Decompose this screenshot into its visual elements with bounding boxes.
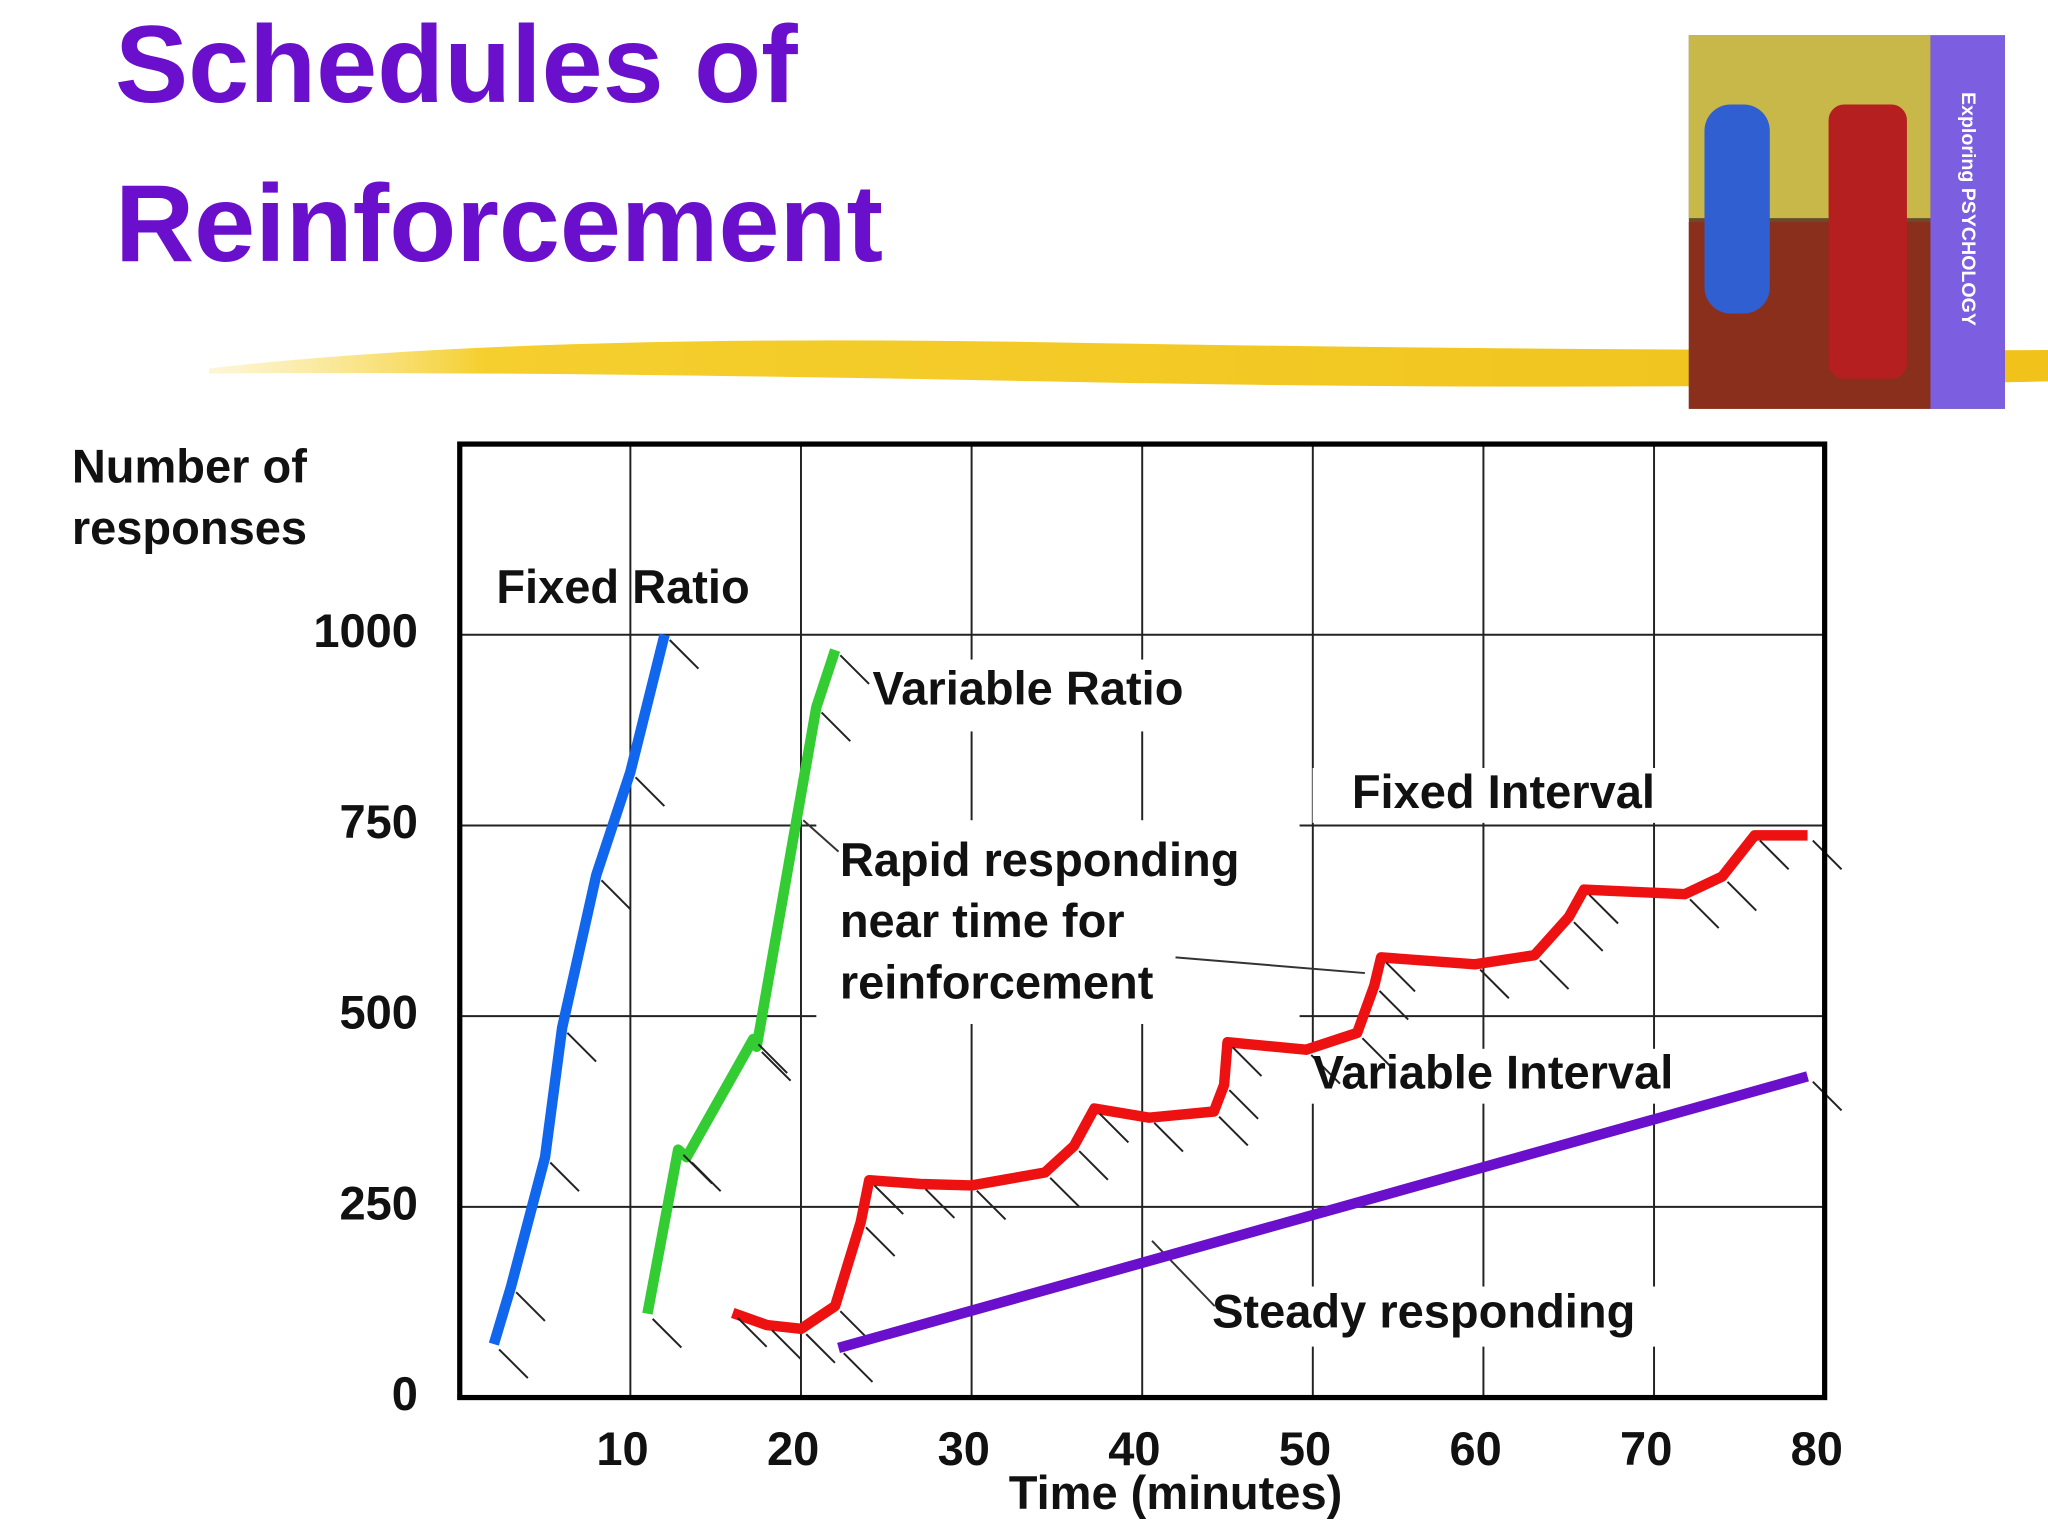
series-label: Fixed Ratio <box>496 560 749 613</box>
reinforcement-tick <box>1310 1054 1341 1085</box>
reinforcement-tick <box>1228 1089 1259 1120</box>
series-line <box>642 648 841 1315</box>
y-tick-label: 500 <box>340 986 418 1039</box>
reinforcement-tick <box>873 1184 904 1215</box>
reinforcement-tick <box>549 1161 580 1192</box>
reinforcement-tick <box>669 639 700 670</box>
series-line <box>730 830 1808 1335</box>
reinforcement-tick <box>737 1317 768 1348</box>
x-tick-label: 20 <box>767 1422 819 1475</box>
reinforcement-tick <box>1759 839 1790 871</box>
reinforcement-tick <box>1539 959 1570 990</box>
x-tick-label: 60 <box>1449 1422 1501 1475</box>
reinforcement-tick <box>865 1226 896 1257</box>
brush-stroke <box>208 340 2048 387</box>
x-tick-label: 50 <box>1279 1422 1331 1475</box>
label-backdrop <box>1312 768 1705 823</box>
cover-spine <box>1930 35 2005 409</box>
reinforcement-tick <box>1573 921 1604 952</box>
reinforcement-tick <box>839 654 870 685</box>
cover-text: Exploring PSYCHOLOGY <box>1957 92 1979 326</box>
leader-line <box>1175 956 1365 975</box>
reinforcement-tick <box>761 1051 792 1082</box>
title-line: Schedules of <box>115 4 798 126</box>
reinforcement-tick <box>515 1291 546 1322</box>
series-line <box>837 1071 1809 1353</box>
label-backdrop <box>1201 1286 1685 1347</box>
series-line <box>488 633 670 1346</box>
x-axis-label: Time (minutes) <box>1009 1466 1343 1519</box>
reinforcement-tick <box>1232 1046 1263 1077</box>
annotation: Rapid responding <box>840 833 1240 886</box>
y-tick-label: 750 <box>340 795 418 848</box>
x-tick-label: 30 <box>938 1422 990 1475</box>
y-tick-label: 250 <box>340 1176 418 1229</box>
reinforcement-tick <box>634 776 666 807</box>
cover-figure <box>1828 104 1907 379</box>
reinforcement-tick <box>600 879 631 910</box>
annotation: reinforcement <box>840 956 1154 1009</box>
x-tick-label: 40 <box>1108 1422 1160 1475</box>
label-backdrop <box>1306 1048 1714 1104</box>
y-tick-label: 1000 <box>313 604 418 657</box>
reinforcement-tick <box>1049 1177 1080 1208</box>
book-cover: Exploring PSYCHOLOGY <box>1688 35 2005 409</box>
series-label: Fixed Interval <box>1352 765 1655 818</box>
leader-line <box>1151 1240 1216 1307</box>
reinforcement-tick <box>691 1161 722 1192</box>
reinforcement-tick <box>924 1188 956 1219</box>
reinforcement-tick <box>1153 1122 1184 1153</box>
label-backdrop <box>816 820 1300 1024</box>
y-tick-label: 0 <box>392 1367 418 1420</box>
reinforcement-tick <box>757 1043 788 1074</box>
reinforcement-tick <box>843 1352 874 1383</box>
reinforcement-tick <box>651 1318 683 1349</box>
y-axis-label: responses <box>72 501 307 554</box>
reinforcement-tick <box>1361 1037 1392 1068</box>
title-line: Reinforcement <box>115 163 883 285</box>
reinforcement-tick <box>1218 1116 1249 1147</box>
x-tick-label: 10 <box>596 1422 648 1475</box>
plot-frame <box>457 441 1828 1401</box>
reinforcement-tick <box>1098 1112 1130 1144</box>
label-backdrop <box>842 659 1254 732</box>
series-label: Variable Ratio <box>872 662 1183 715</box>
reinforcement-tick <box>771 1329 802 1360</box>
y-axis-label: Number of <box>72 440 307 493</box>
reinforcement-tick <box>1588 894 1619 925</box>
series-label: Variable Interval <box>1313 1046 1674 1099</box>
reinforcement-tick <box>566 1032 597 1063</box>
leader-line <box>802 819 840 853</box>
reinforcement-tick <box>1078 1150 1109 1181</box>
reinforcement-tick <box>976 1190 1007 1221</box>
x-tick-label: 80 <box>1791 1422 1843 1475</box>
annotation: near time for <box>840 894 1125 947</box>
reinforcement-tick <box>1726 881 1757 912</box>
reinforcement-tick <box>1689 898 1720 929</box>
annotation: Steady responding <box>1212 1285 1635 1338</box>
reinforcement-tick <box>498 1348 529 1379</box>
reinforcement-tick <box>1479 968 1510 999</box>
x-tick-label: 70 <box>1620 1422 1672 1475</box>
reinforcement-tick <box>805 1333 836 1364</box>
reinforcement-tick <box>839 1310 870 1341</box>
reinforcement-tick <box>820 711 851 742</box>
reinforcement-tick <box>1378 990 1409 1021</box>
reinforcement-tick <box>1385 961 1416 993</box>
cover-figure <box>1704 104 1770 314</box>
